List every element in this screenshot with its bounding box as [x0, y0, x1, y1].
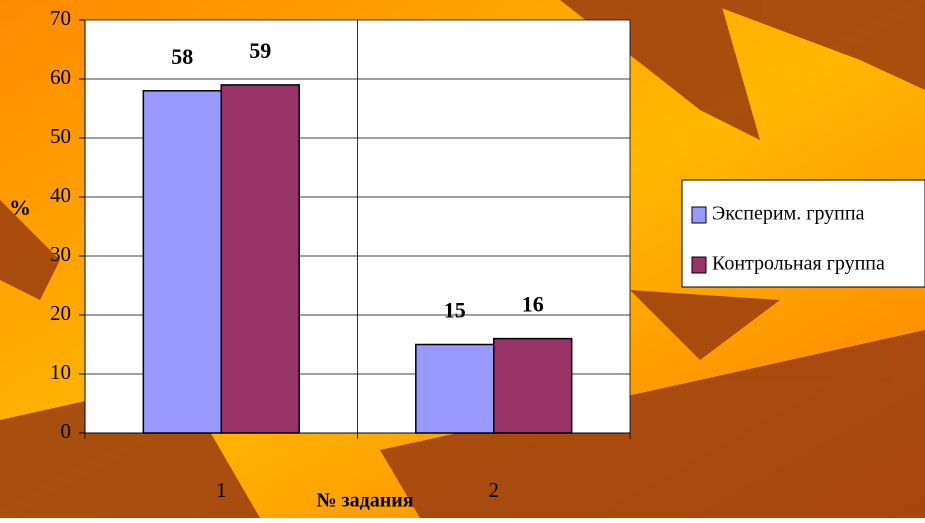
data-label: 16 [522, 292, 544, 317]
data-label: 59 [249, 38, 271, 63]
bar [493, 337, 573, 434]
y-tick-label: 40 [50, 183, 71, 207]
y-tick-label: 30 [50, 242, 71, 266]
legend [681, 179, 925, 288]
x-tick-label: 2 [489, 478, 500, 502]
y-tick-label: 10 [50, 360, 71, 384]
y-tick-label: 60 [50, 65, 71, 89]
legend-swatch [691, 256, 707, 274]
x-tick-label: 1 [216, 478, 227, 502]
legend-label: Эксперим. группа [712, 203, 865, 225]
bar [220, 84, 300, 434]
data-label: 15 [444, 298, 466, 323]
x-axis-label: № задания [316, 490, 413, 512]
data-label: 58 [171, 44, 193, 69]
y-tick-label: 0 [61, 419, 72, 443]
y-tick-label: 70 [50, 6, 71, 30]
y-axis-label: % [9, 195, 31, 220]
bar [415, 343, 495, 434]
legend-label: Контрольная группа [712, 253, 885, 275]
y-tick-label: 50 [50, 124, 71, 148]
bar [142, 90, 222, 434]
y-tick-label: 20 [50, 301, 71, 325]
legend-swatch [691, 206, 707, 224]
